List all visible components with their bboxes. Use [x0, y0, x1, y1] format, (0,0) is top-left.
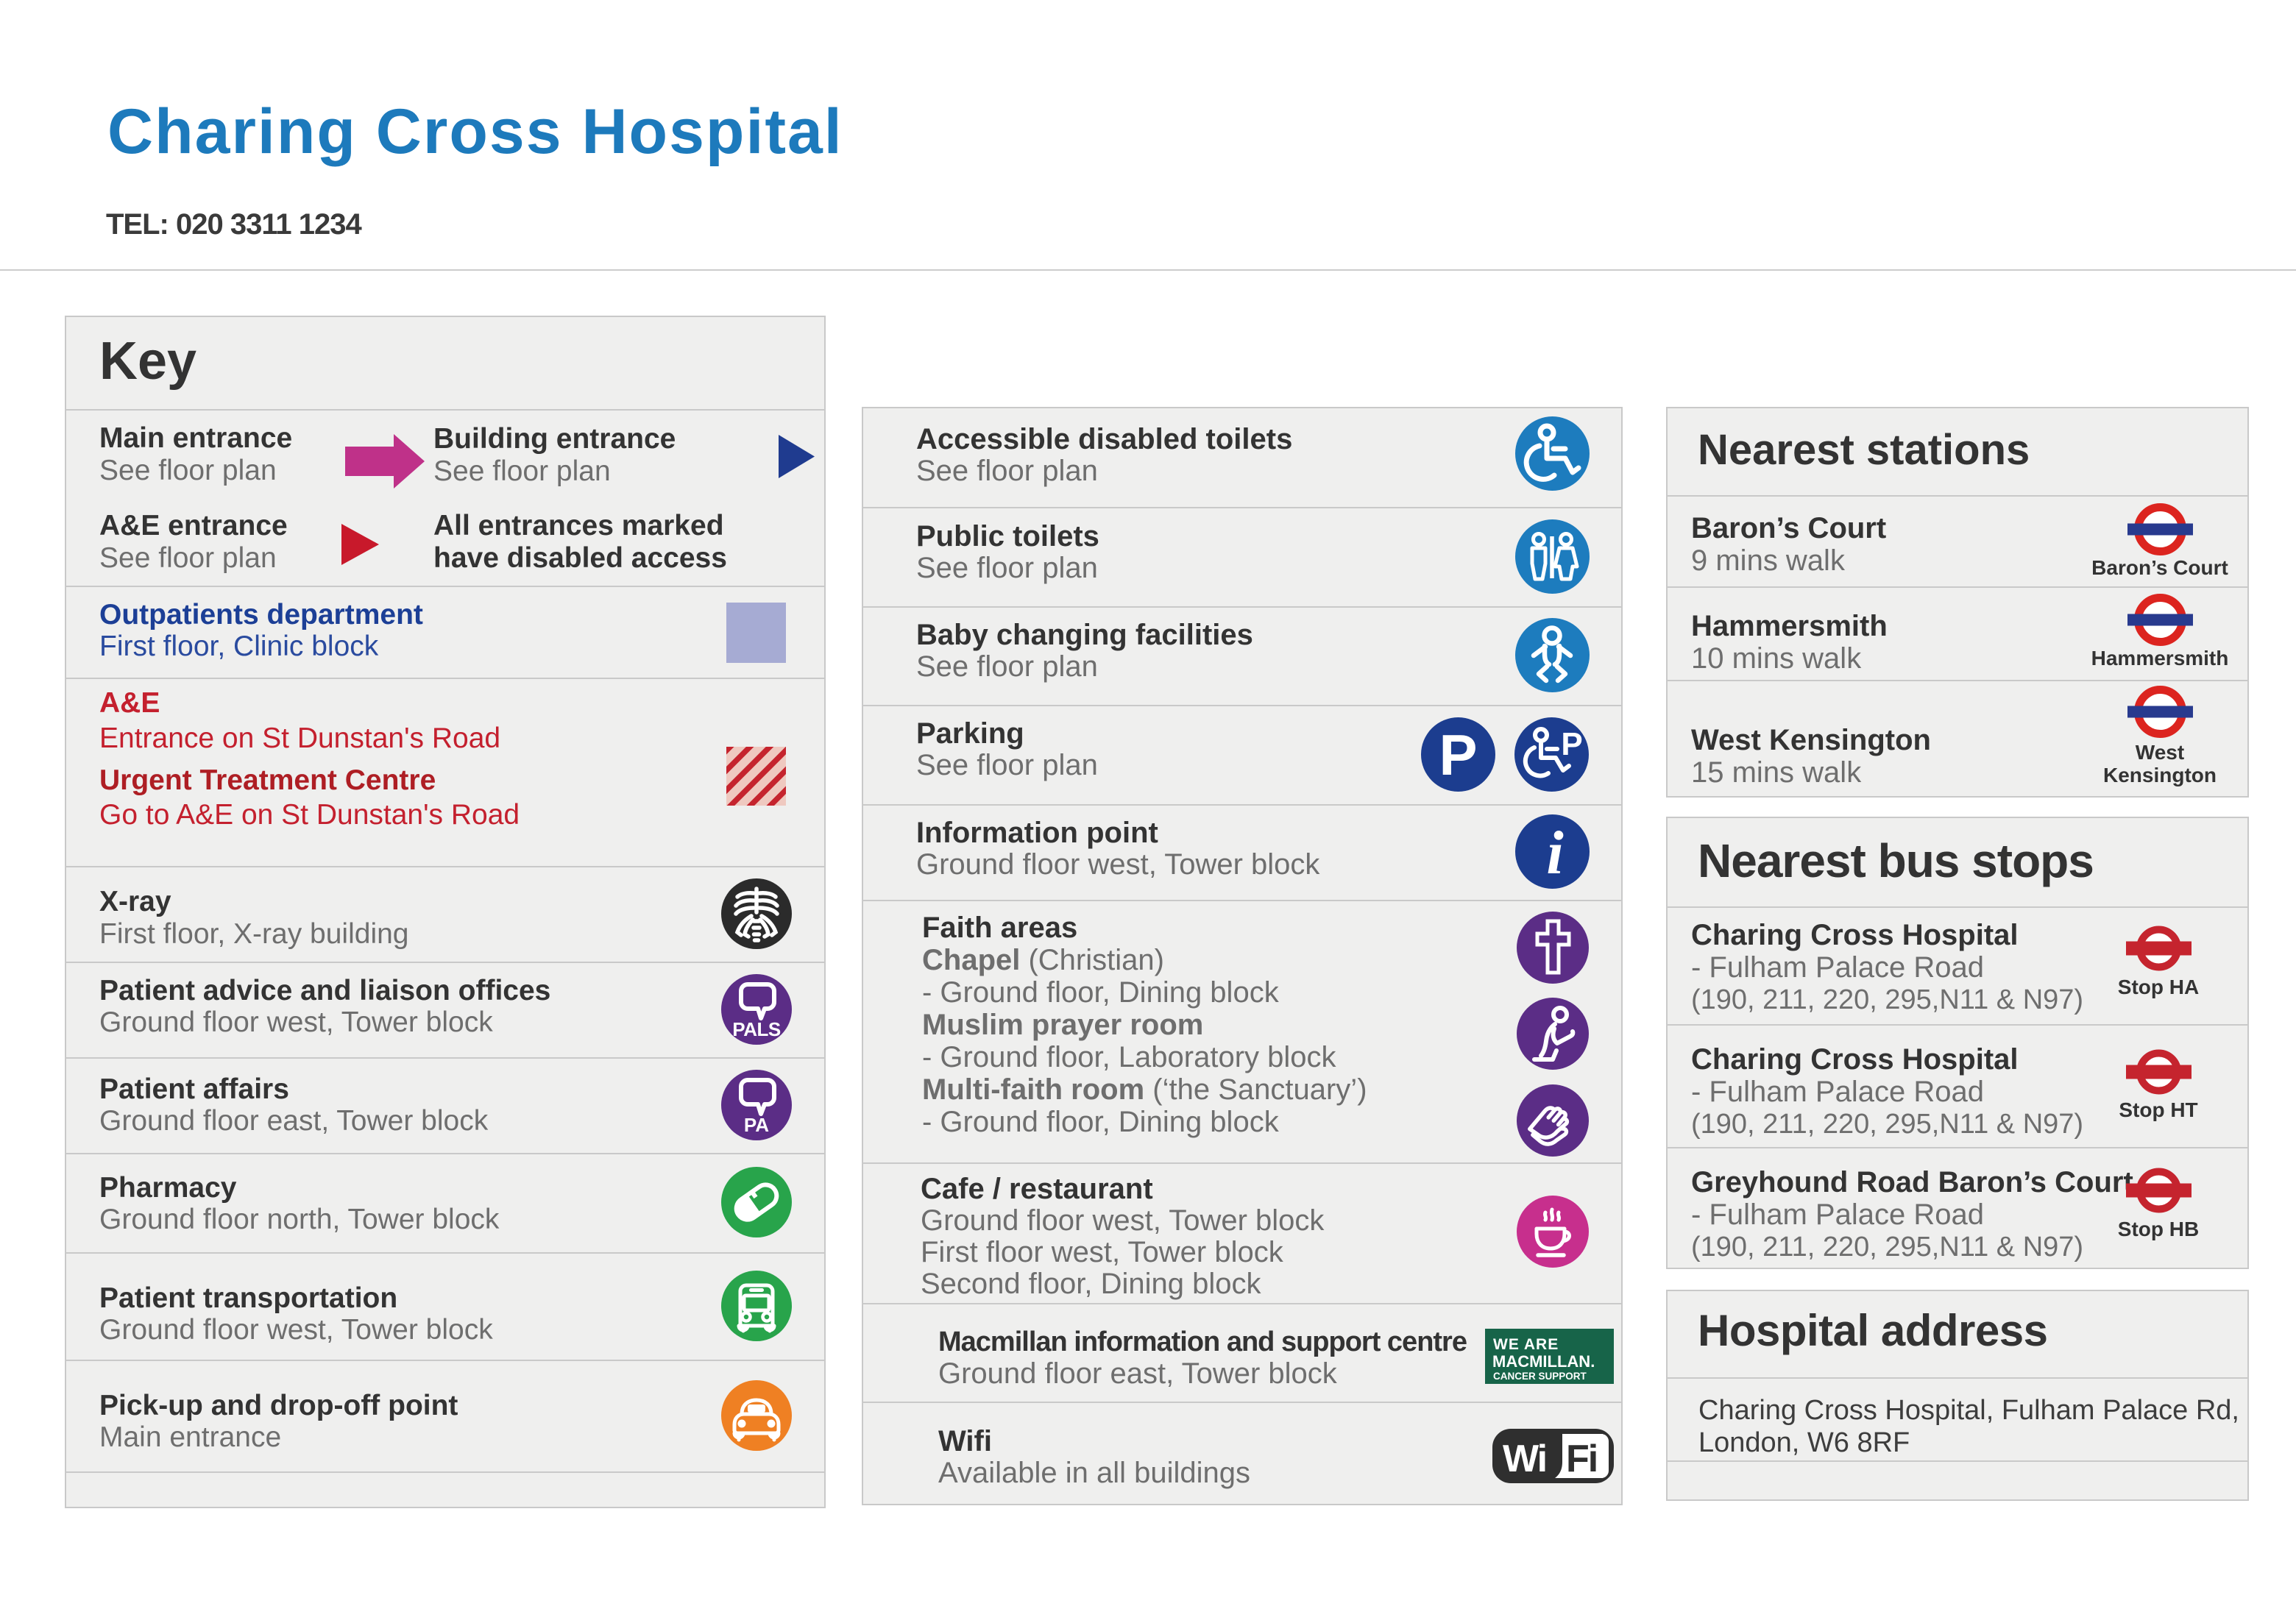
- svg-text:P: P: [1439, 722, 1477, 787]
- svg-text:MACMILLAN.: MACMILLAN.: [1492, 1352, 1595, 1371]
- svg-text:CANCER SUPPORT: CANCER SUPPORT: [1493, 1371, 1587, 1382]
- svg-text:PA: PA: [744, 1114, 769, 1136]
- svg-text:Wi: Wi: [1503, 1438, 1546, 1480]
- svg-text:i: i: [1546, 819, 1563, 887]
- svg-text:PALS: PALS: [732, 1018, 781, 1040]
- svg-text:Fi: Fi: [1566, 1438, 1597, 1480]
- svg-text:WE ARE: WE ARE: [1493, 1336, 1559, 1353]
- svg-text:P: P: [1561, 726, 1582, 762]
